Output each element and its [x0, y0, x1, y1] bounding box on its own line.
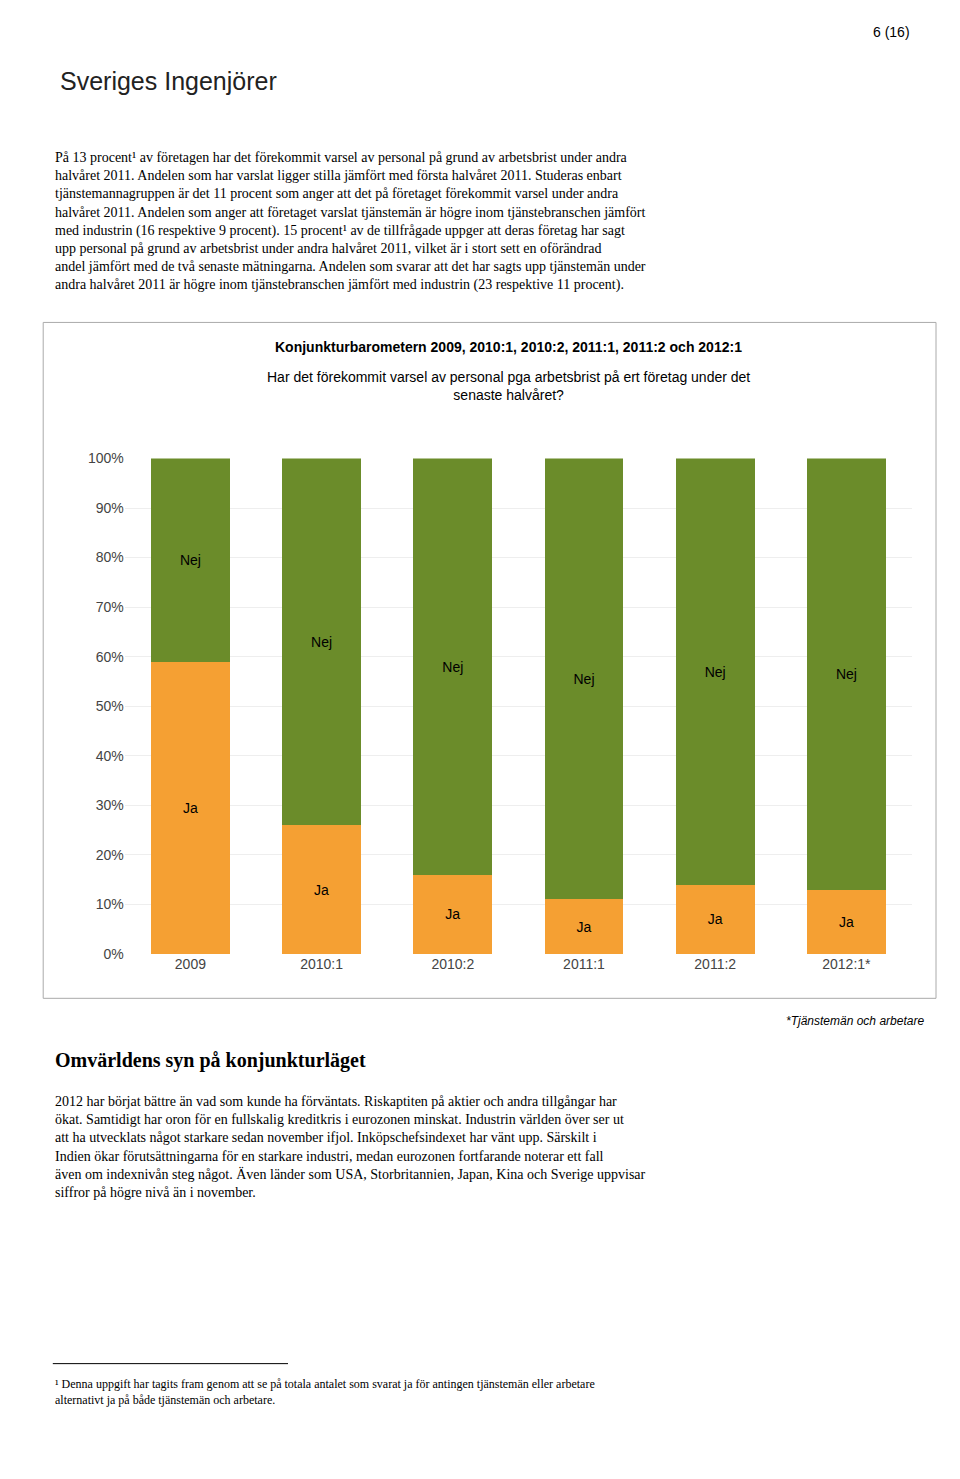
svg-text:2011:1: 2011:1: [563, 956, 605, 972]
svg-text:2011:2: 2011:2: [694, 956, 736, 972]
svg-text:100%: 100%: [88, 450, 124, 466]
svg-text:2009: 2009: [175, 956, 206, 972]
svg-text:70%: 70%: [96, 599, 124, 615]
svg-text:*Tjänstemän och arbetare: *Tjänstemän och arbetare: [786, 1014, 924, 1028]
svg-text:30%: 30%: [96, 797, 124, 813]
svg-text:Ja: Ja: [183, 800, 198, 816]
svg-text:Ja: Ja: [314, 882, 329, 898]
svg-text:50%: 50%: [96, 698, 124, 714]
svg-text:90%: 90%: [96, 500, 124, 516]
svg-text:80%: 80%: [96, 549, 124, 565]
svg-text:Ja: Ja: [445, 906, 460, 922]
svg-text:Ja: Ja: [708, 911, 723, 927]
svg-text:Ja: Ja: [577, 919, 592, 935]
svg-text:6 (16): 6 (16): [873, 24, 910, 40]
svg-text:2010:1: 2010:1: [300, 956, 343, 972]
svg-text:2010:2: 2010:2: [431, 956, 474, 972]
svg-text:Nej: Nej: [705, 664, 726, 680]
svg-text:2012 har börjat bättre än vad: 2012 har börjat bättre än vad som kunde …: [55, 1094, 646, 1200]
svg-text:20%: 20%: [96, 847, 124, 863]
svg-text:På 13 procent¹ av företagen ha: På 13 procent¹ av företagen har det före…: [55, 150, 646, 293]
svg-text:¹ Denna uppgift har tagits fra: ¹ Denna uppgift har tagits fram genom at…: [55, 1377, 595, 1407]
svg-text:2012:1*: 2012:1*: [822, 956, 871, 972]
svg-text:Nej: Nej: [836, 666, 857, 682]
svg-text:40%: 40%: [96, 748, 124, 764]
svg-text:Sveriges Ingenjörer: Sveriges Ingenjörer: [60, 67, 277, 95]
svg-text:Omvärldens syn på konjunkturlä: Omvärldens syn på konjunkturläget: [55, 1049, 366, 1072]
svg-text:Ja: Ja: [839, 914, 854, 930]
svg-text:Nej: Nej: [180, 552, 201, 568]
svg-text:Har det förekommit varsel av p: Har det förekommit varsel av personal pg…: [267, 369, 750, 403]
svg-text:60%: 60%: [96, 649, 124, 665]
svg-text:Konjunkturbarometern 2009, 201: Konjunkturbarometern 2009, 2010:1, 2010:…: [275, 339, 742, 355]
svg-text:0%: 0%: [104, 946, 124, 962]
svg-text:Nej: Nej: [442, 659, 463, 675]
svg-text:Nej: Nej: [311, 634, 332, 650]
svg-text:Nej: Nej: [573, 671, 594, 687]
svg-text:10%: 10%: [96, 896, 124, 912]
